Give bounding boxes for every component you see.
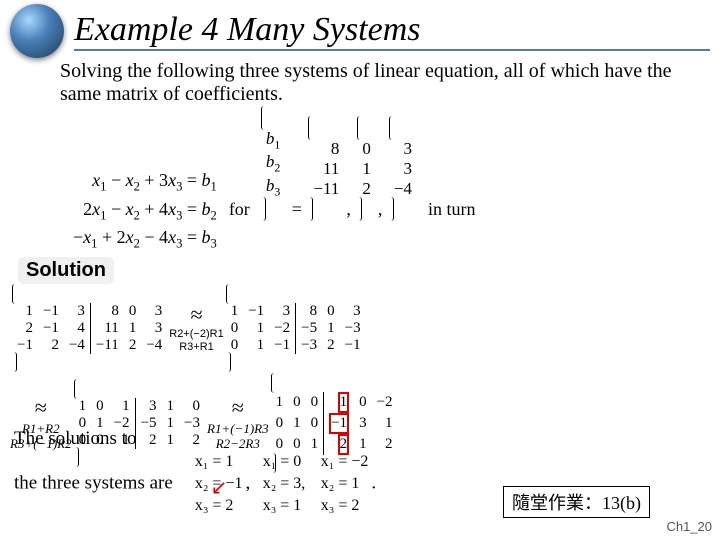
homework-box: 隨堂作業：13(b) [503,486,650,518]
title-bar: Example 4 Many Systems [0,0,720,58]
step1-row: 1−13803 2−141113 −12−4−112−4 ≈ R2+(−2)R1… [0,284,720,373]
red-highlight: 1 [338,392,350,413]
intro-text: Solving the following three systems of l… [0,58,720,106]
globe-icon [10,4,64,58]
page-title: Example 4 Many Systems [74,11,710,51]
inturn-text: in turn [428,199,476,219]
solution-label: Solution [18,257,114,284]
solutions-text: The solutions tothe three systems are x₁… [14,428,376,518]
bottom-label: The solutions tothe three systems are [14,428,173,493]
approx-icon: ≈ [232,395,244,420]
for-text: for [229,199,250,219]
page-number: Ch1_20 [666,519,712,534]
system-equations: x1 − x2 + 3x3 = b1 2x1 − x2 + 4x3 = b2 −… [0,106,720,257]
approx-icon: ≈ [35,395,47,420]
approx-icon: ≈ [190,302,202,327]
op-step1: R2+(−2)R1R3+R1 [169,328,223,354]
